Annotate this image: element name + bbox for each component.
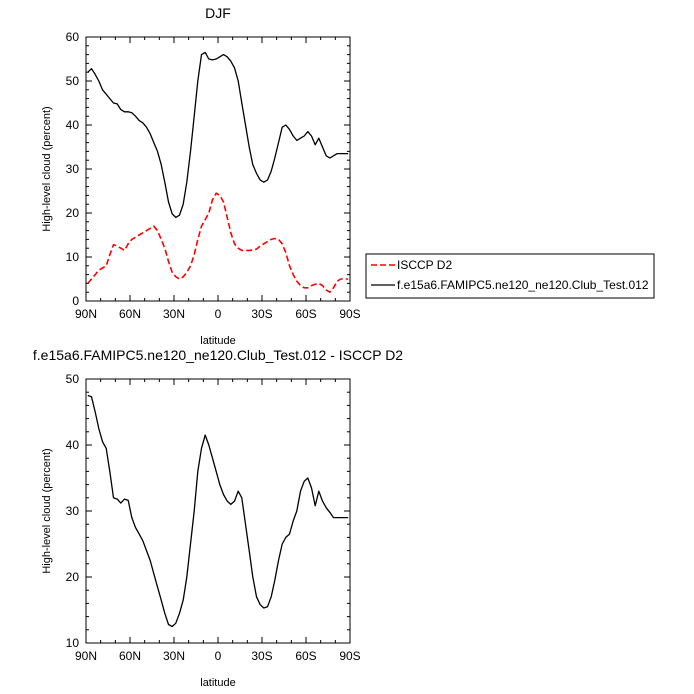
x-tick-label: 0 [215, 649, 222, 663]
x-tick-label: 60N [119, 307, 141, 321]
x-tick-label: 90N [75, 307, 97, 321]
series-line-0 [87, 394, 349, 628]
legend-label-model: f.e15a6.FAMIPC5.ne120_ne120.Club_Test.01… [397, 278, 649, 292]
y-tick-label: 30 [66, 162, 80, 176]
y-tick-label: 40 [66, 438, 80, 452]
x-tick-label: 90N [75, 649, 97, 663]
x-tick-label: 30N [163, 649, 185, 663]
plot-frame [85, 36, 351, 302]
y-tick-label: 50 [66, 74, 80, 88]
x-tick-label: 0 [215, 307, 222, 321]
x-tick-label: 60S [295, 649, 316, 663]
x-axis-label: latitude [200, 677, 235, 689]
x-tick-label: 30N [163, 307, 185, 321]
y-tick-label: 20 [66, 570, 80, 584]
x-tick-label: 30S [251, 307, 272, 321]
y-tick-label: 20 [66, 206, 80, 220]
x-tick-label: 60S [295, 307, 316, 321]
series-line-0 [87, 192, 349, 294]
y-tick-label: 50 [66, 372, 80, 386]
y-tick-label: 30 [66, 504, 80, 518]
bottom-panel: f.e15a6.FAMIPC5.ne120_ne120.Club_Test.01… [33, 347, 403, 689]
chart-title: DJF [205, 5, 231, 21]
x-tick-label: 90S [339, 649, 360, 663]
x-tick-label: 30S [251, 649, 272, 663]
legend: ISCCP D2 f.e15a6.FAMIPC5.ne120_ne120.Clu… [365, 253, 655, 299]
y-tick-label: 10 [66, 636, 80, 650]
y-axis-label: High-level cloud (percent) [41, 106, 53, 231]
legend-box [365, 253, 655, 299]
plot-frame [85, 378, 351, 644]
series-group [87, 51, 349, 294]
tick-group: 90N 60N 30N 0 30S 60S 90S 10 20 30 40 50 [66, 372, 361, 663]
x-tick-label: 90S [339, 307, 360, 321]
y-tick-label: 40 [66, 118, 80, 132]
legend-label-isccp: ISCCP D2 [397, 258, 452, 272]
x-tick-label: 60N [119, 649, 141, 663]
chart-title: f.e15a6.FAMIPC5.ne120_ne120.Club_Test.01… [33, 347, 403, 363]
tick-group: 90N 60N 30N 0 30S 60S 90S 0 10 20 30 40 50 60 [66, 30, 361, 321]
x-axis-label: latitude [200, 335, 235, 347]
series-group [87, 394, 349, 628]
y-tick-label: 10 [66, 250, 80, 264]
y-axis-label: High-level cloud (percent) [41, 448, 53, 573]
top-panel: DJF High-level cloud (percent) latitude … [41, 5, 361, 347]
series-line-1 [87, 51, 349, 219]
y-tick-label: 60 [66, 30, 80, 44]
y-tick-label: 0 [72, 294, 79, 308]
